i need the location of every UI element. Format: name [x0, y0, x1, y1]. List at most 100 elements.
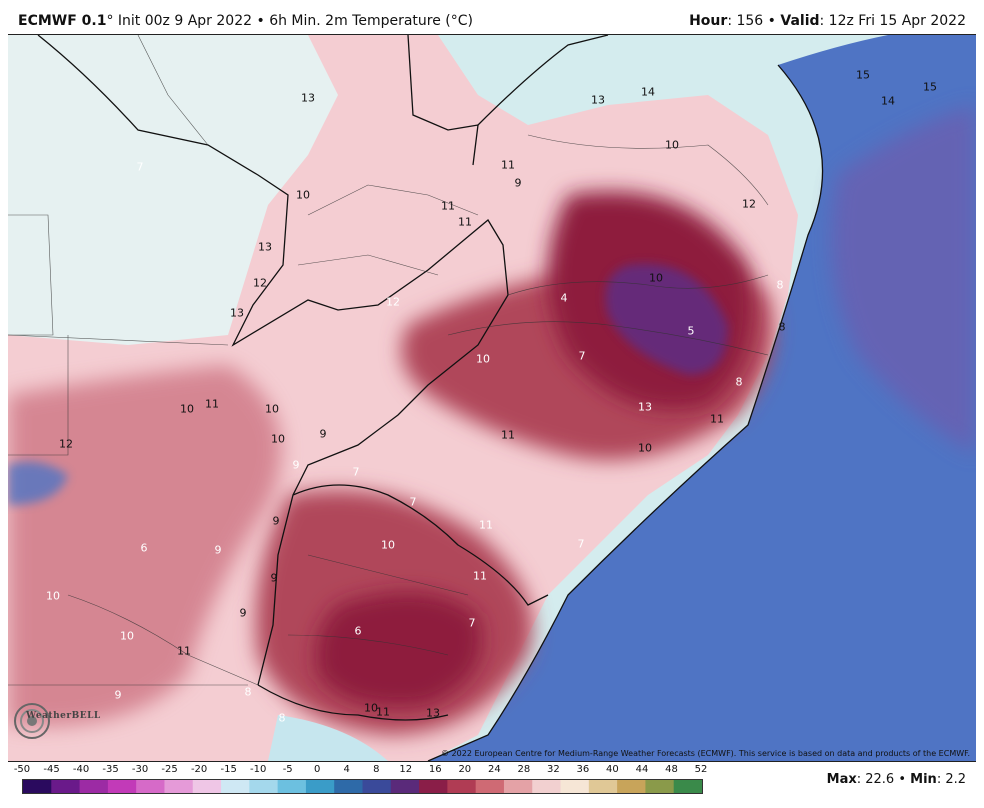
- ocean-cold-band: [831, 105, 976, 455]
- temperature-label: 10: [120, 629, 134, 643]
- temperature-label: 15: [856, 68, 870, 82]
- temperature-label: 9: [270, 571, 278, 585]
- model-name: ECMWF 0.1: [18, 13, 107, 29]
- colorbar-tick-label: 40: [606, 764, 619, 775]
- colorbar-tick-label: 36: [576, 764, 590, 775]
- temperature-label: 7: [468, 616, 476, 630]
- colorbar-tick-label: 0: [314, 764, 321, 775]
- temperature-label: 13: [426, 706, 440, 720]
- temperature-label: 11: [458, 215, 472, 229]
- temperature-label: 10: [46, 589, 60, 603]
- temperature-label: 12: [253, 276, 267, 290]
- temperature-label: 10: [364, 701, 378, 715]
- temperature-label: 13: [591, 93, 605, 107]
- min-value: : 2.2: [936, 772, 966, 787]
- colorbar-swatch: [79, 780, 109, 793]
- temperature-label: 9: [292, 458, 300, 472]
- hour-label: Hour: [689, 13, 728, 29]
- colorbar-tick-label: -5: [282, 764, 293, 775]
- temperature-label: 9: [319, 427, 327, 441]
- stats-separator: •: [894, 772, 911, 787]
- hot-core-south: [315, 592, 483, 707]
- valid-time: Hour: 156 • Valid: 12z Fri 15 Apr 2022: [689, 13, 966, 29]
- temperature-label: 10: [665, 138, 679, 152]
- temperature-label: 8: [278, 711, 286, 725]
- weatherbell-logo: WeatherBELL: [12, 701, 100, 741]
- colorbar-swatch: [390, 780, 420, 793]
- colorbar-tick-label: 8: [373, 764, 380, 775]
- colorbar-swatch: [249, 780, 279, 793]
- colorbar-gradient: [22, 779, 703, 794]
- estuary-water: [268, 715, 388, 761]
- country-borders: [37, 35, 824, 761]
- temperature-label: 14: [881, 94, 895, 108]
- colorbar-tick-label: 48: [665, 764, 678, 775]
- temperature-label: 13: [638, 400, 652, 414]
- colorbar-swatch: [136, 780, 165, 793]
- temperature-label: 4: [560, 291, 568, 305]
- temperature-label: 8: [735, 375, 743, 389]
- temperature-label: 12: [386, 295, 400, 309]
- temperature-label: 13: [301, 91, 315, 105]
- temperature-label: 5: [687, 324, 695, 338]
- temperature-label: 13: [230, 306, 244, 320]
- lake-cold-spot: [8, 461, 68, 505]
- max-label: Max: [826, 772, 857, 787]
- colorbar-tick-label: 12: [399, 764, 413, 775]
- colorbar-swatch: [51, 780, 81, 793]
- temperature-label: 8: [244, 685, 252, 699]
- warm-west-region: [8, 365, 282, 727]
- temperature-label: 13: [258, 240, 272, 254]
- colorbar-swatch: [164, 780, 194, 793]
- degree-glyph: °: [106, 13, 114, 29]
- temperature-label: 11: [501, 428, 515, 442]
- temperature-label: 10: [381, 538, 395, 552]
- temperature-label: 8: [778, 320, 786, 334]
- temperature-label: 11: [710, 412, 724, 426]
- colorbar-tick-label: 44: [635, 764, 649, 775]
- colorbar-swatch: [503, 780, 533, 793]
- colorbar-tick-label: -10: [250, 764, 267, 775]
- temperature-label: 7: [577, 537, 585, 551]
- temperature-label: 10: [638, 441, 652, 455]
- valid-value: : 12z Fri 15 Apr 2022: [819, 13, 966, 29]
- temperature-label: 10: [649, 271, 663, 285]
- copyright-notice: © 2022 European Centre for Medium-Range …: [441, 749, 970, 758]
- colorbar-swatch: [107, 780, 137, 793]
- temperature-label: 7: [352, 465, 360, 479]
- temperature-label: 9: [272, 514, 280, 528]
- temperature-label: 15: [923, 80, 937, 94]
- hour-value: : 156: [727, 13, 764, 29]
- max-min-readout: Max: 22.6 • Min: 2.2: [827, 772, 966, 787]
- state-borders: [8, 35, 769, 686]
- colorbar-swatch: [532, 780, 562, 793]
- colorbar-tick-label: -40: [72, 764, 90, 775]
- temperature-label: 10: [265, 402, 279, 416]
- colorbar-swatch: [447, 780, 477, 793]
- temperature-label: 11: [479, 518, 493, 532]
- temperature-label: 10: [271, 432, 285, 446]
- colorbar-tick-label: 28: [517, 764, 531, 775]
- temperature-label: 12: [742, 197, 756, 211]
- map-title: ECMWF 0.1° Init 00z 9 Apr 2022 • 6h Min.…: [18, 13, 473, 29]
- logo-swirl-icon: [14, 703, 50, 739]
- colorbar-tick-label: -45: [43, 764, 60, 775]
- temperature-label: 12: [59, 437, 73, 451]
- temperature-label: 9: [114, 688, 122, 702]
- product-name: 6h Min. 2m Temperature (°C): [269, 13, 473, 29]
- colorbar-tick-label: -50: [13, 764, 31, 775]
- colorbar-tick-label: -35: [102, 764, 119, 775]
- valid-label: Valid: [780, 13, 820, 29]
- colorbar-swatch: [334, 780, 363, 793]
- temperature-label: 9: [514, 176, 522, 190]
- colorbar-tick-label: 52: [694, 764, 708, 775]
- temperature-map[interactable]: WeatherBELL © 2022 European Centre for M…: [8, 34, 976, 762]
- temperature-label: 11: [205, 397, 219, 411]
- colorbar-tick-label: 24: [487, 764, 501, 775]
- colorbar-swatch: [588, 780, 618, 793]
- colorbar-swatch: [617, 780, 646, 793]
- colorbar-swatch: [645, 780, 675, 793]
- temperature-label: 8: [776, 278, 784, 292]
- header-bar: ECMWF 0.1° Init 00z 9 Apr 2022 • 6h Min.…: [0, 0, 984, 34]
- colorbar-swatch: [362, 780, 392, 793]
